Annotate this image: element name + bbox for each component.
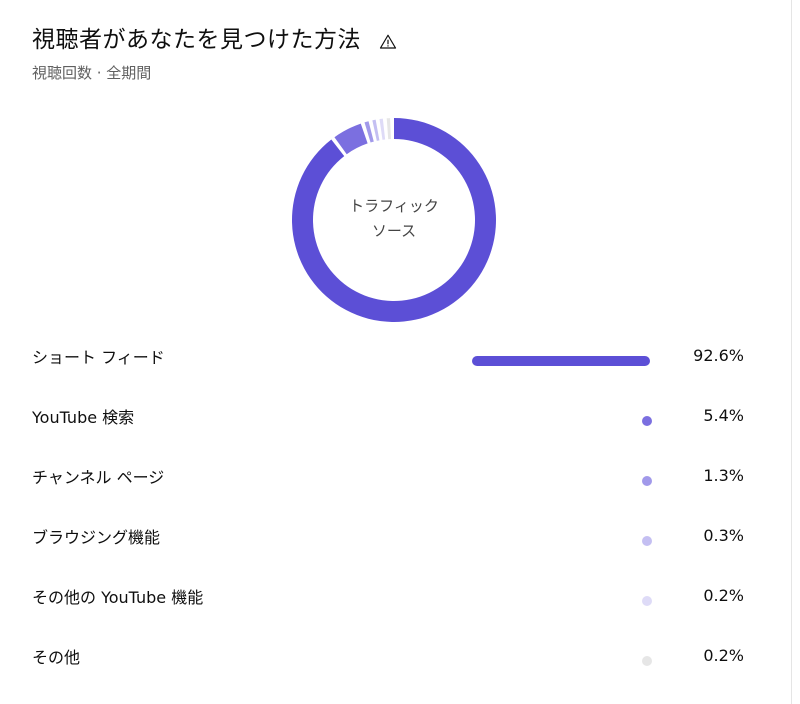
donut-slice-3[interactable]	[372, 119, 380, 141]
legend-value: 0.3%	[703, 526, 744, 545]
legend-bar	[642, 656, 652, 666]
legend-label: ブラウジング機能	[32, 528, 161, 547]
legend-row[interactable]: YouTube 検索 5.4%	[0, 390, 790, 450]
chart-title: 視聴者があなたを見つけた方法	[32, 27, 361, 53]
legend-label: YouTube 検索	[32, 408, 135, 427]
warning-triangle-icon[interactable]	[379, 33, 397, 51]
legend-label: その他	[32, 648, 81, 667]
legend-bar	[642, 536, 652, 546]
donut-slice-1[interactable]	[334, 123, 368, 155]
legend-value: 0.2%	[703, 646, 744, 665]
legend-label: ショート フィード	[32, 348, 165, 367]
donut-slice-5[interactable]	[386, 118, 391, 140]
legend-value: 92.6%	[693, 346, 744, 365]
legend-bar	[642, 596, 652, 606]
legend-label: チャンネル ページ	[32, 468, 165, 487]
legend-bar	[642, 476, 652, 486]
legend-row[interactable]: ショート フィード 92.6%	[0, 330, 790, 390]
legend-value: 5.4%	[703, 406, 744, 425]
legend-row[interactable]: ブラウジング機能 0.3%	[0, 510, 790, 570]
card-header: 視聴者があなたを見つけた方法 視聴回数 · 全期間	[32, 24, 397, 83]
donut-svg	[292, 118, 496, 322]
legend-bar	[642, 416, 652, 426]
legend-value: 0.2%	[703, 586, 744, 605]
chart-subtitle: 視聴回数 · 全期間	[32, 64, 152, 82]
panel-divider	[791, 0, 792, 704]
legend-row[interactable]: その他 0.2%	[0, 630, 790, 690]
legend-row[interactable]: チャンネル ページ 1.3%	[0, 450, 790, 510]
title-row: 視聴者があなたを見つけた方法	[32, 24, 397, 56]
legend-value: 1.3%	[703, 466, 744, 485]
legend-bar	[472, 356, 650, 366]
legend-row[interactable]: その他の YouTube 機能 0.2%	[0, 570, 790, 630]
legend-label: その他の YouTube 機能	[32, 588, 204, 607]
donut-center-label: トラフィック ソース	[349, 197, 439, 240]
donut-slice-4[interactable]	[379, 118, 386, 140]
donut-chart: トラフィック ソース	[292, 118, 496, 322]
donut-slice-2[interactable]	[364, 121, 374, 143]
